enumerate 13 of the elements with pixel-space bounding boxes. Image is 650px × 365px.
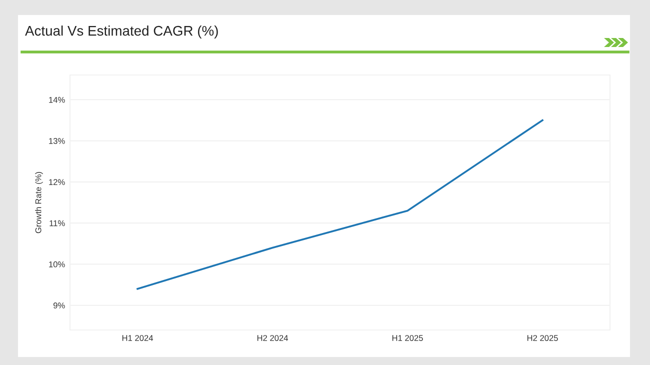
chart-title: Actual Vs Estimated CAGR (%) bbox=[25, 26, 218, 38]
x-tick-label: H2 2024 bbox=[257, 335, 288, 341]
y-tick-label: 13% bbox=[49, 138, 65, 144]
x-tick-label: H1 2024 bbox=[122, 335, 154, 341]
x-tick-label: H2 2025 bbox=[527, 335, 558, 341]
y-axis-title: Growth Rate (%) bbox=[35, 172, 43, 234]
x-tick-label: H1 2025 bbox=[392, 335, 423, 341]
y-tick-label: 14% bbox=[49, 96, 65, 103]
y-tick-label: 11% bbox=[50, 220, 65, 226]
line-series bbox=[136, 119, 544, 290]
y-tick-label: 9% bbox=[53, 302, 65, 308]
y-tick-label: 10% bbox=[49, 261, 65, 268]
y-tick-label: 12% bbox=[49, 179, 65, 186]
